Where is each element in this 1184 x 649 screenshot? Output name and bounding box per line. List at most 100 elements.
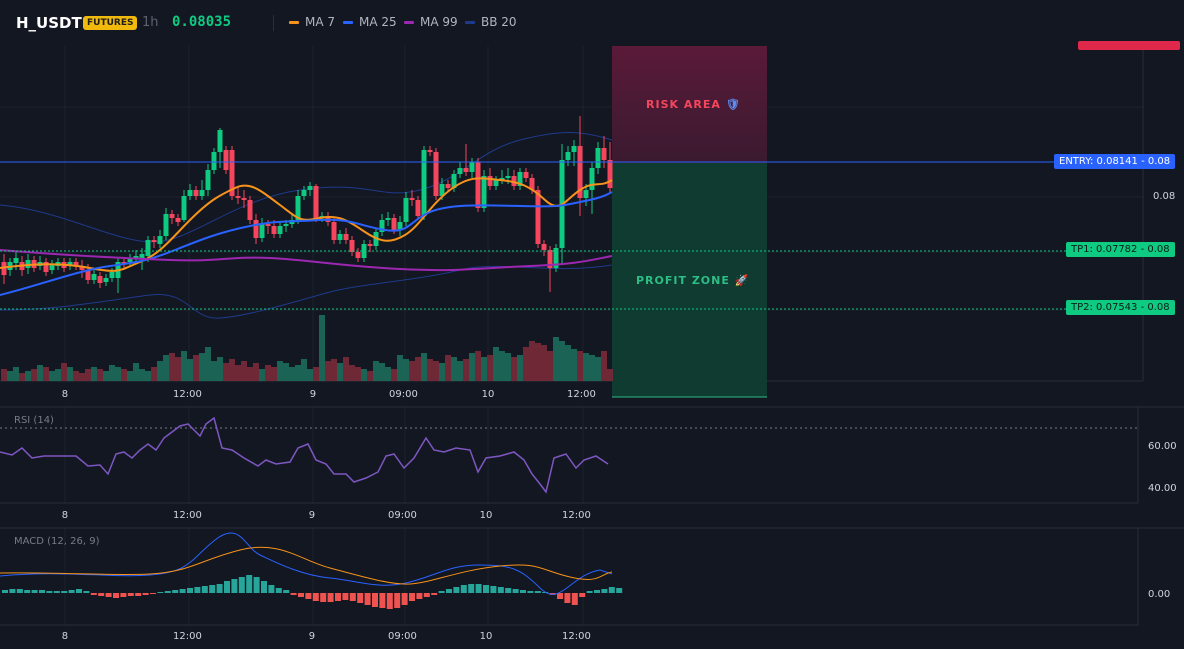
candle-body	[211, 152, 217, 170]
macd-histogram-bar	[335, 593, 341, 601]
macd-histogram-bar	[601, 589, 608, 593]
legend-ma25[interactable]: MA 25	[343, 15, 397, 29]
tp1-axis-text: 0.08	[1147, 244, 1170, 255]
macd-histogram-bar	[53, 591, 60, 593]
macd-histogram-bar	[2, 590, 8, 593]
volume-bar	[433, 361, 439, 381]
volume-bar	[565, 345, 571, 381]
chart-header: H_USDT FUTURES 1h 0.08035 MA 7 MA 25 MA …	[0, 0, 1184, 46]
volume-bar	[91, 367, 97, 381]
candle-body	[541, 244, 547, 250]
volume-bar	[145, 371, 151, 381]
volume-bar	[55, 369, 61, 381]
time-axis-label: 9	[308, 510, 316, 521]
volume-bar	[289, 367, 295, 381]
volume-bar	[205, 347, 211, 381]
macd-histogram-bar	[275, 588, 282, 593]
volume-bar	[445, 355, 451, 381]
macd-histogram-bar	[608, 587, 615, 593]
ma99-line	[0, 249, 613, 272]
macd-histogram-bar	[290, 593, 297, 595]
volume-bar	[67, 367, 73, 381]
volume-bar	[271, 367, 277, 381]
volume-bar	[7, 371, 13, 381]
macd-histogram-bar	[372, 593, 378, 607]
macd-histogram-bar	[386, 593, 393, 609]
candle-body	[43, 262, 49, 272]
macd-histogram-bar	[342, 593, 349, 600]
candle-body	[511, 176, 517, 186]
candle-body	[499, 178, 505, 180]
volume-bar	[535, 343, 541, 381]
rsi-line	[0, 416, 609, 494]
macd-histogram-bar	[76, 589, 82, 593]
macd-histogram-bar	[172, 590, 179, 593]
volume-bar	[529, 341, 535, 381]
macd-histogram-bar	[157, 592, 164, 593]
candle-body	[457, 168, 463, 174]
volume-bar	[409, 361, 415, 381]
macd-histogram-bar	[224, 581, 230, 593]
macd-histogram-bar	[298, 593, 304, 597]
candle-body	[13, 258, 19, 263]
legend-ma99[interactable]: MA 99	[404, 15, 458, 29]
macd-histogram-bar	[90, 593, 97, 595]
macd-histogram-bar	[135, 593, 142, 596]
time-axis-label: 12:00	[173, 510, 202, 521]
volume-bars	[1, 315, 613, 381]
candle-body	[487, 176, 493, 186]
macd-histogram-bar	[468, 584, 475, 593]
volume-bar	[319, 315, 325, 381]
macd-histogram-bar	[127, 593, 134, 596]
candle-body	[433, 152, 439, 196]
legend-ma7[interactable]: MA 7	[289, 15, 335, 29]
volume-bar	[283, 363, 289, 381]
volume-bar	[259, 369, 265, 381]
volume-bar	[223, 363, 229, 381]
volume-bar	[25, 371, 31, 381]
volume-bar	[397, 355, 403, 381]
volume-bar	[19, 373, 25, 381]
candle-body	[583, 190, 589, 198]
candle-body	[385, 218, 391, 220]
macd-histogram-bar	[231, 579, 238, 593]
ma7-swatch	[289, 20, 299, 24]
time-axis-label: 8	[61, 389, 69, 400]
volume-bar	[151, 367, 157, 381]
volume-bar	[163, 355, 169, 381]
rsi-tick-40: 40.00	[1148, 483, 1177, 494]
macd-histogram-bar	[475, 584, 482, 593]
candle-body	[85, 270, 91, 280]
tp1-label: TP1: 0.07782 - 0.08	[1066, 242, 1175, 257]
candle-body	[451, 174, 457, 188]
candle-body	[127, 258, 133, 262]
macd-pane	[0, 532, 623, 609]
candle-body	[181, 196, 187, 220]
price-axis-tick: 0.08	[1153, 191, 1176, 202]
candle-body	[259, 224, 265, 238]
volume-bar	[31, 369, 37, 381]
symbol-name[interactable]: H_USDT	[16, 14, 82, 32]
volume-bar	[601, 351, 607, 381]
candle-body	[103, 278, 109, 282]
candle-body	[589, 168, 595, 190]
candle-body	[403, 198, 409, 222]
candle-body	[187, 190, 193, 196]
candle-body	[481, 176, 487, 208]
legend-bb20[interactable]: BB 20	[465, 15, 517, 29]
volume-bar	[241, 361, 247, 381]
candle-body	[529, 178, 535, 190]
candle-body	[367, 244, 373, 246]
time-axis-label: 10	[481, 389, 495, 400]
volume-bar	[193, 355, 199, 381]
time-axis-label: 09:00	[389, 389, 418, 400]
bb-upper	[0, 132, 613, 243]
macd-histogram-bar	[31, 590, 38, 593]
timeframe-selector[interactable]: 1h	[142, 15, 159, 30]
candle-body	[247, 200, 253, 220]
candle-body	[379, 220, 385, 232]
volume-bar	[517, 355, 523, 381]
volume-bar	[367, 371, 373, 381]
volume-bar	[469, 353, 475, 381]
